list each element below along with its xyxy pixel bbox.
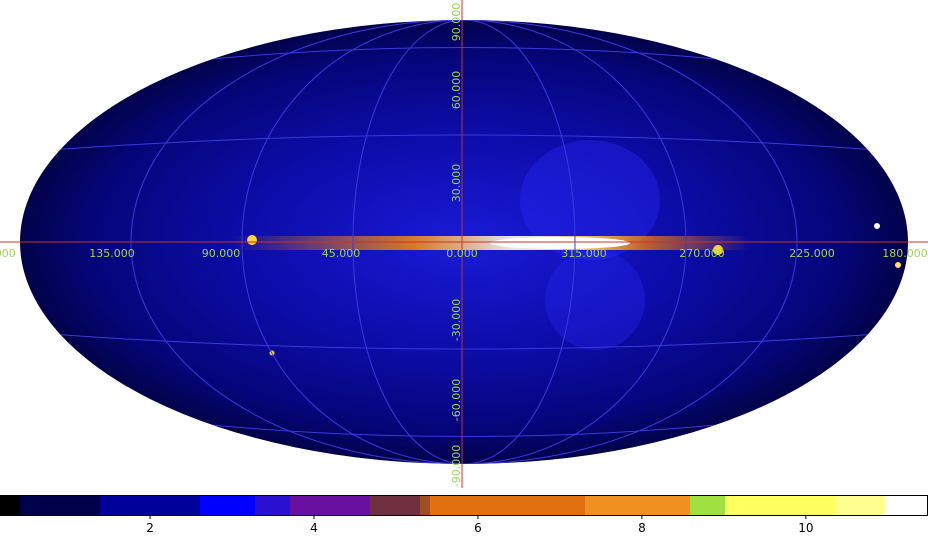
latitude-label: 90.000: [450, 3, 463, 42]
longitude-label: 270.000: [679, 247, 725, 260]
latitude-label: -60.000: [450, 379, 463, 421]
colorbar-tick-label: 6: [474, 521, 482, 535]
longitude-label: 180.000: [0, 247, 16, 260]
longitude-label: 90.000: [202, 247, 241, 260]
longitude-label: 0.000: [446, 247, 478, 260]
colorbar-ticks: 2 4 6 8 10: [146, 515, 813, 535]
longitude-label: 45.000: [322, 247, 361, 260]
colorbar: [0, 495, 928, 516]
latitude-label: -30.000: [450, 299, 463, 341]
latitude-label: -90.000: [450, 445, 463, 487]
longitude-label: 225.000: [789, 247, 835, 260]
longitude-label: 135.000: [89, 247, 135, 260]
colorbar-tick-label: 10: [798, 521, 813, 535]
grid-labels: 180.000 135.000 90.000 45.000 0.000 315.000 27…: [0, 3, 928, 487]
longitude-label: 180.000: [882, 247, 928, 260]
colorbar-tick-label: 8: [638, 521, 646, 535]
longitude-label: 315.000: [561, 247, 607, 260]
latitude-label: 60.000: [450, 71, 463, 110]
colorbar-tick-label: 4: [310, 521, 318, 535]
colorbar-tick-label: 2: [146, 521, 154, 535]
latitude-label: 30.000: [450, 164, 463, 203]
